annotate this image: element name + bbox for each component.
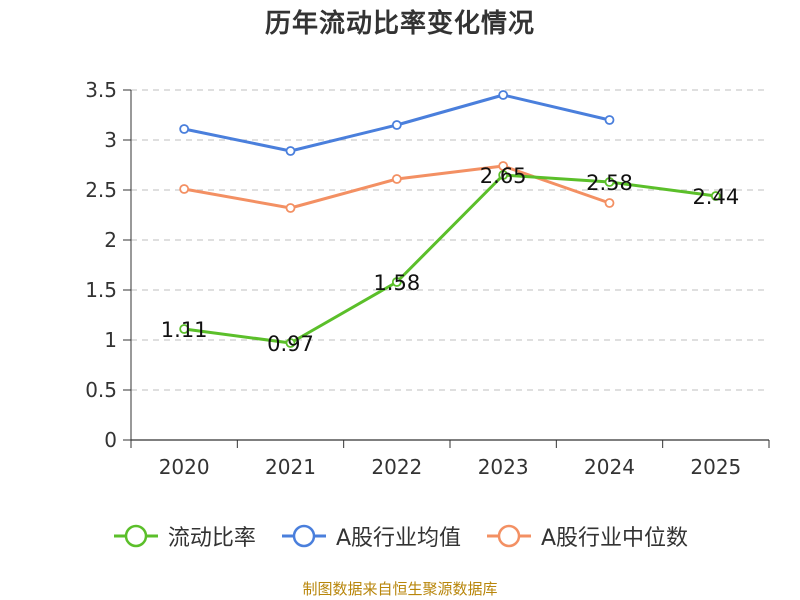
legend-label: 流动比率 <box>167 526 256 551</box>
chart-title: 历年流动比率变化情况 <box>264 9 535 39</box>
series-point-1 <box>604 115 615 125</box>
series-point-0 <box>604 177 615 187</box>
data-label: 2.58 <box>586 171 633 195</box>
y-tick-label: 2.5 <box>85 178 117 202</box>
legend-label: A股行业均值 <box>335 526 461 551</box>
data-labels: 1.11 0.97 1.58 2.65 2.58 2.44 <box>161 164 739 356</box>
gridlines <box>131 89 769 391</box>
legend-symbol-icon <box>281 524 326 548</box>
data-label: 2.65 <box>480 164 527 188</box>
series-point-0 <box>285 338 296 348</box>
series-point-0 <box>710 191 721 201</box>
x-tick-label: 2024 <box>584 455 635 479</box>
legend: 流动比率 A股行业均值 A股行业中位数 <box>0 518 800 554</box>
series-point-1 <box>391 120 402 130</box>
series-point-0 <box>391 277 402 287</box>
legend-item-1[interactable]: A股行业均值 <box>280 520 461 552</box>
series-point-1 <box>179 124 190 134</box>
legend-symbol-icon <box>113 524 158 548</box>
y-tick-label: 0 <box>104 428 117 452</box>
y-tick-label: 2 <box>104 228 117 252</box>
y-tick-label: 3 <box>104 128 117 152</box>
series-point-2 <box>179 184 190 194</box>
axes: 0 0.5 1 1.5 2 2.5 3 3.5 2020 2021 2022 2023 2024 2025 <box>85 78 770 479</box>
source-note: 制图数据来自恒生聚源数据库 <box>302 580 498 598</box>
legend-item-0[interactable]: 流动比率 <box>112 520 256 552</box>
series-point-2 <box>391 174 402 184</box>
series-point-0 <box>179 324 190 334</box>
series-point-2 <box>498 161 509 171</box>
series-point-1 <box>285 146 296 156</box>
series-point-0 <box>498 170 509 180</box>
series-point-2 <box>604 198 615 208</box>
data-label: 1.58 <box>373 271 420 295</box>
legend-item-2[interactable]: A股行业中位数 <box>485 520 688 552</box>
series <box>179 90 721 348</box>
series-line-2 <box>183 164 610 210</box>
y-tick-label: 1 <box>104 328 117 352</box>
x-tick-label: 2021 <box>265 455 316 479</box>
y-tick-label: 3.5 <box>85 78 117 102</box>
legend-label: A股行业中位数 <box>541 526 689 551</box>
y-tick-label: 0.5 <box>85 378 117 402</box>
series-line-0 <box>183 173 717 345</box>
series-point-1 <box>498 90 509 100</box>
x-tick-label: 2025 <box>690 455 741 479</box>
data-label: 0.97 <box>267 332 314 356</box>
y-tick-label: 1.5 <box>85 278 117 302</box>
x-tick-label: 2022 <box>371 455 422 479</box>
data-label: 1.11 <box>161 318 208 342</box>
series-point-2 <box>285 203 296 213</box>
x-tick-label: 2020 <box>159 455 210 479</box>
x-tick-label: 2023 <box>478 455 529 479</box>
legend-symbol-icon <box>487 524 531 548</box>
data-label: 2.44 <box>692 185 739 209</box>
